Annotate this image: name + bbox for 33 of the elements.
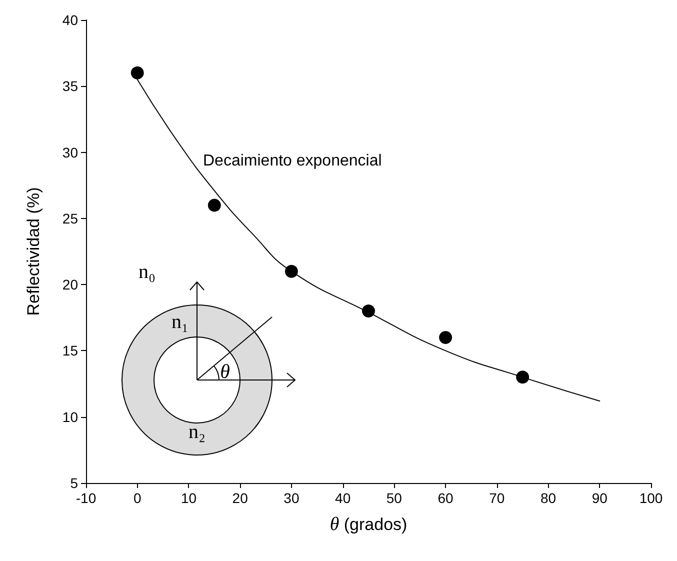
annotation: θ — [220, 361, 230, 383]
y-tick-label: 10 — [62, 408, 78, 425]
x-tick-label: 0 — [133, 490, 142, 506]
x-tick-label: 100 — [639, 490, 663, 506]
y-tick-label: 15 — [62, 342, 78, 359]
x-tick-label: -10 — [76, 490, 96, 506]
x-tick-label: 10 — [180, 490, 197, 506]
point — [130, 66, 144, 80]
x-axis-title: θ (grados) — [330, 514, 408, 535]
x-tick-label: 60 — [438, 490, 454, 506]
y-tick-label: 35 — [62, 78, 78, 94]
y-tick-label: 30 — [62, 144, 78, 160]
annotation: n₁ — [172, 311, 188, 333]
point — [284, 264, 298, 278]
x-tick-label: 90 — [592, 490, 608, 506]
x-tick-label: 50 — [386, 490, 402, 506]
x-tick-label: 80 — [540, 490, 556, 506]
y-tick-label: 20 — [62, 276, 78, 293]
x-tick-label: 20 — [232, 490, 248, 506]
y-tick-label: 25 — [62, 210, 78, 226]
y-tick-label: 5 — [70, 475, 78, 491]
annotation: Decaimiento exponencial — [203, 152, 382, 170]
y-axis-title: Reflectividad (%) — [24, 187, 43, 316]
point — [362, 304, 375, 318]
annotation: n₀ — [138, 261, 156, 283]
point — [439, 330, 452, 344]
point — [208, 198, 221, 212]
x-tick-label: 30 — [284, 490, 300, 506]
x-tick-label: 70 — [489, 490, 505, 506]
point — [516, 370, 530, 384]
annotation: n₂ — [188, 421, 206, 443]
y-tick-label: 40 — [62, 12, 78, 28]
x-tick-label: 40 — [335, 490, 351, 506]
